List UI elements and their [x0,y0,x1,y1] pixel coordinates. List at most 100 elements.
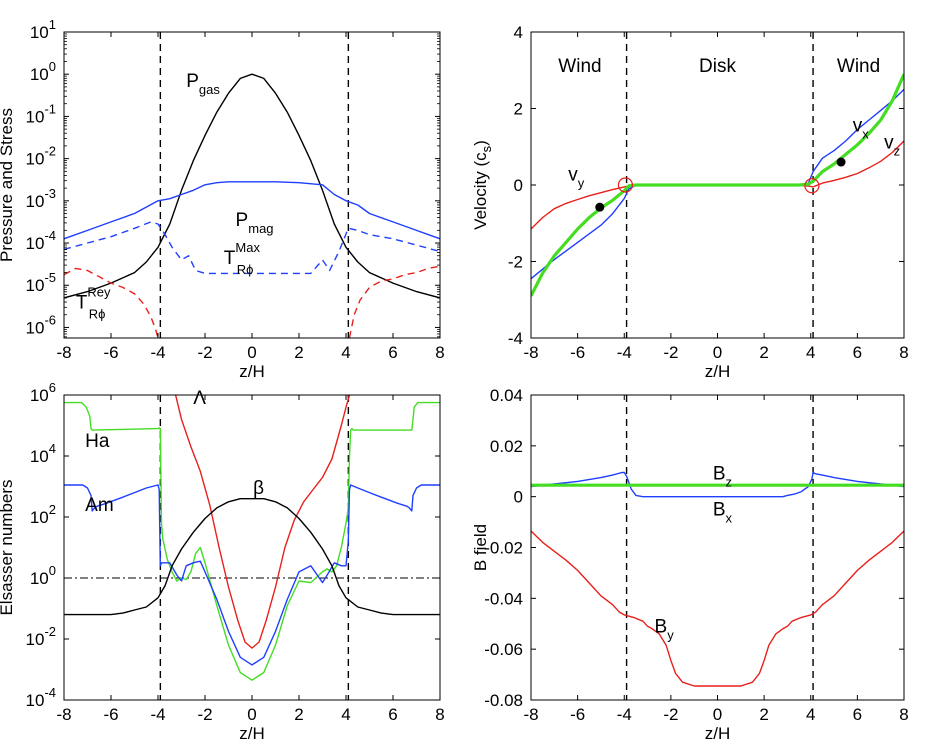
x-tick-label: 8 [899,705,908,724]
y-tick-label: 10-4 [26,228,56,253]
y-tick-label: 0.04 [490,386,523,405]
region-label: Wind [837,56,880,77]
x-tick-label: -6 [103,343,118,362]
y-axis-label-text: Elsasser numbers [0,479,16,615]
y-tick-exponent: -4 [44,685,56,700]
x-tick-label: -4 [617,705,632,724]
curve-label-subscript: z [894,144,901,159]
y-tick-label: -0.04 [484,589,523,608]
y-tick-label: -0.08 [484,691,523,710]
curve-label: Λ [193,388,206,409]
x-tick-label: 6 [388,343,397,362]
series-am [64,484,440,666]
x-tick-label: -4 [617,343,632,362]
y-tick-base: 10 [30,508,49,527]
x-tick-label: -6 [570,705,585,724]
sonic-point-marker [836,157,846,167]
y-tick-exponent: -1 [44,101,56,116]
curve-label-base: v [853,115,863,136]
y-tick-label: 10-1 [26,101,56,126]
y-tick-label: 4 [514,23,523,42]
y-tick-exponent: 1 [49,17,56,32]
y-tick-label: 10-6 [26,312,56,337]
y-tick-base: 10 [26,630,45,649]
y-tick-label: -0.02 [484,539,523,558]
y-axis-label-text: B field [471,524,490,571]
y-tick-label: 104 [30,441,56,466]
curve-label: vz [884,133,900,159]
plot-lines [531,32,904,338]
x-tick-label: 8 [435,705,444,724]
x-tick-label: 0 [713,705,722,724]
y-tick-exponent: 4 [49,441,56,456]
region-label: Disk [699,56,736,77]
series-p-mag [64,181,440,240]
x-tick-label: -4 [150,705,165,724]
x-tick-label: 4 [341,705,350,724]
x-tick-label: -2 [197,705,212,724]
curve-label-subscript: y [578,175,585,190]
curve-label: vx [853,115,870,141]
x-tick-label: 4 [806,705,815,724]
curve-label-base: P [186,71,199,92]
series-t-rphi-rey-right [348,265,440,338]
x-tick-label: 6 [388,705,397,724]
y-tick-label: 0 [514,488,523,507]
y-tick-exponent: 2 [49,502,56,517]
y-tick-label: 10-2 [26,144,56,169]
curve-label: Pgas [186,71,220,97]
x-tick-label: 8 [899,343,908,362]
y-tick-label: 100 [30,563,56,588]
y-tick-base: 10 [30,447,49,466]
series-ha [64,401,440,681]
x-tick-label: 2 [294,705,303,724]
y-tick-label: 106 [30,380,56,405]
y-tick-label: 10-3 [26,186,56,211]
curve-label-base: v [884,133,894,154]
curve-label: TMax Rϕ [224,240,261,277]
curve-label: Pmag [236,210,274,236]
y-axis-label-text: Pressure and Stress [0,108,16,262]
x-tick-label: 2 [759,343,768,362]
panel-elsasser-numbers: -8 -6 -4 -2 0 2 4 6 810-410-2100102104106z/HElsa… [0,380,445,743]
curve-label: Bx [713,500,733,526]
wind-base-marker [804,178,820,194]
y-tick-label: 101 [30,17,56,42]
curve-label-subscript: x [726,511,733,526]
y-axis-label: Velocity (cs) [471,140,494,230]
series-v-z [531,73,904,297]
x-axis-label: z/H [239,362,265,381]
y-tick-label: 10-4 [26,685,56,710]
y-tick-base: 10 [26,150,45,169]
x-tick-label: -8 [523,705,538,724]
curve-label: Bz [713,463,732,489]
y-tick-label: 0.02 [490,437,523,456]
x-tick-label: -2 [197,343,212,362]
x-tick-label: -6 [570,343,585,362]
x-axis-label: z/H [705,724,731,743]
y-tick-exponent: 6 [49,380,56,395]
curve-label-superscript: Max [235,240,260,255]
x-axis-label: z/H [705,362,731,381]
curve-label-subscript: z [726,474,733,489]
panel-b-field: -8 -6 -4 -2 0 2 4 6 8 -0.08 -0.06 -0.04 -0.02 0 0.02 0.… [471,386,909,743]
panel-pressure-stress: -8 -6 -4 -2 0 2 4 6 810-610-510-410-310-210-1100… [0,17,445,381]
curve-label: β [253,478,264,499]
x-axis-label: z/H [239,724,265,743]
plot-area [64,32,440,338]
series-beta [64,498,440,616]
curve-label-base: v [568,164,578,185]
y-tick-base: 10 [26,318,45,337]
y-tick-label: 2 [514,100,523,119]
curve-label-base: P [236,210,249,231]
y-tick-exponent: -3 [44,186,56,201]
x-tick-label: 0 [247,343,256,362]
y-axis-label: B field [471,524,490,571]
y-tick-base: 10 [26,276,45,295]
curve-label-subscript: Rϕ [89,306,106,321]
curve-label-subscript: y [667,628,674,643]
y-tick-base: 10 [30,569,49,588]
y-tick-base: 10 [30,386,49,405]
plot-lines [64,32,440,338]
